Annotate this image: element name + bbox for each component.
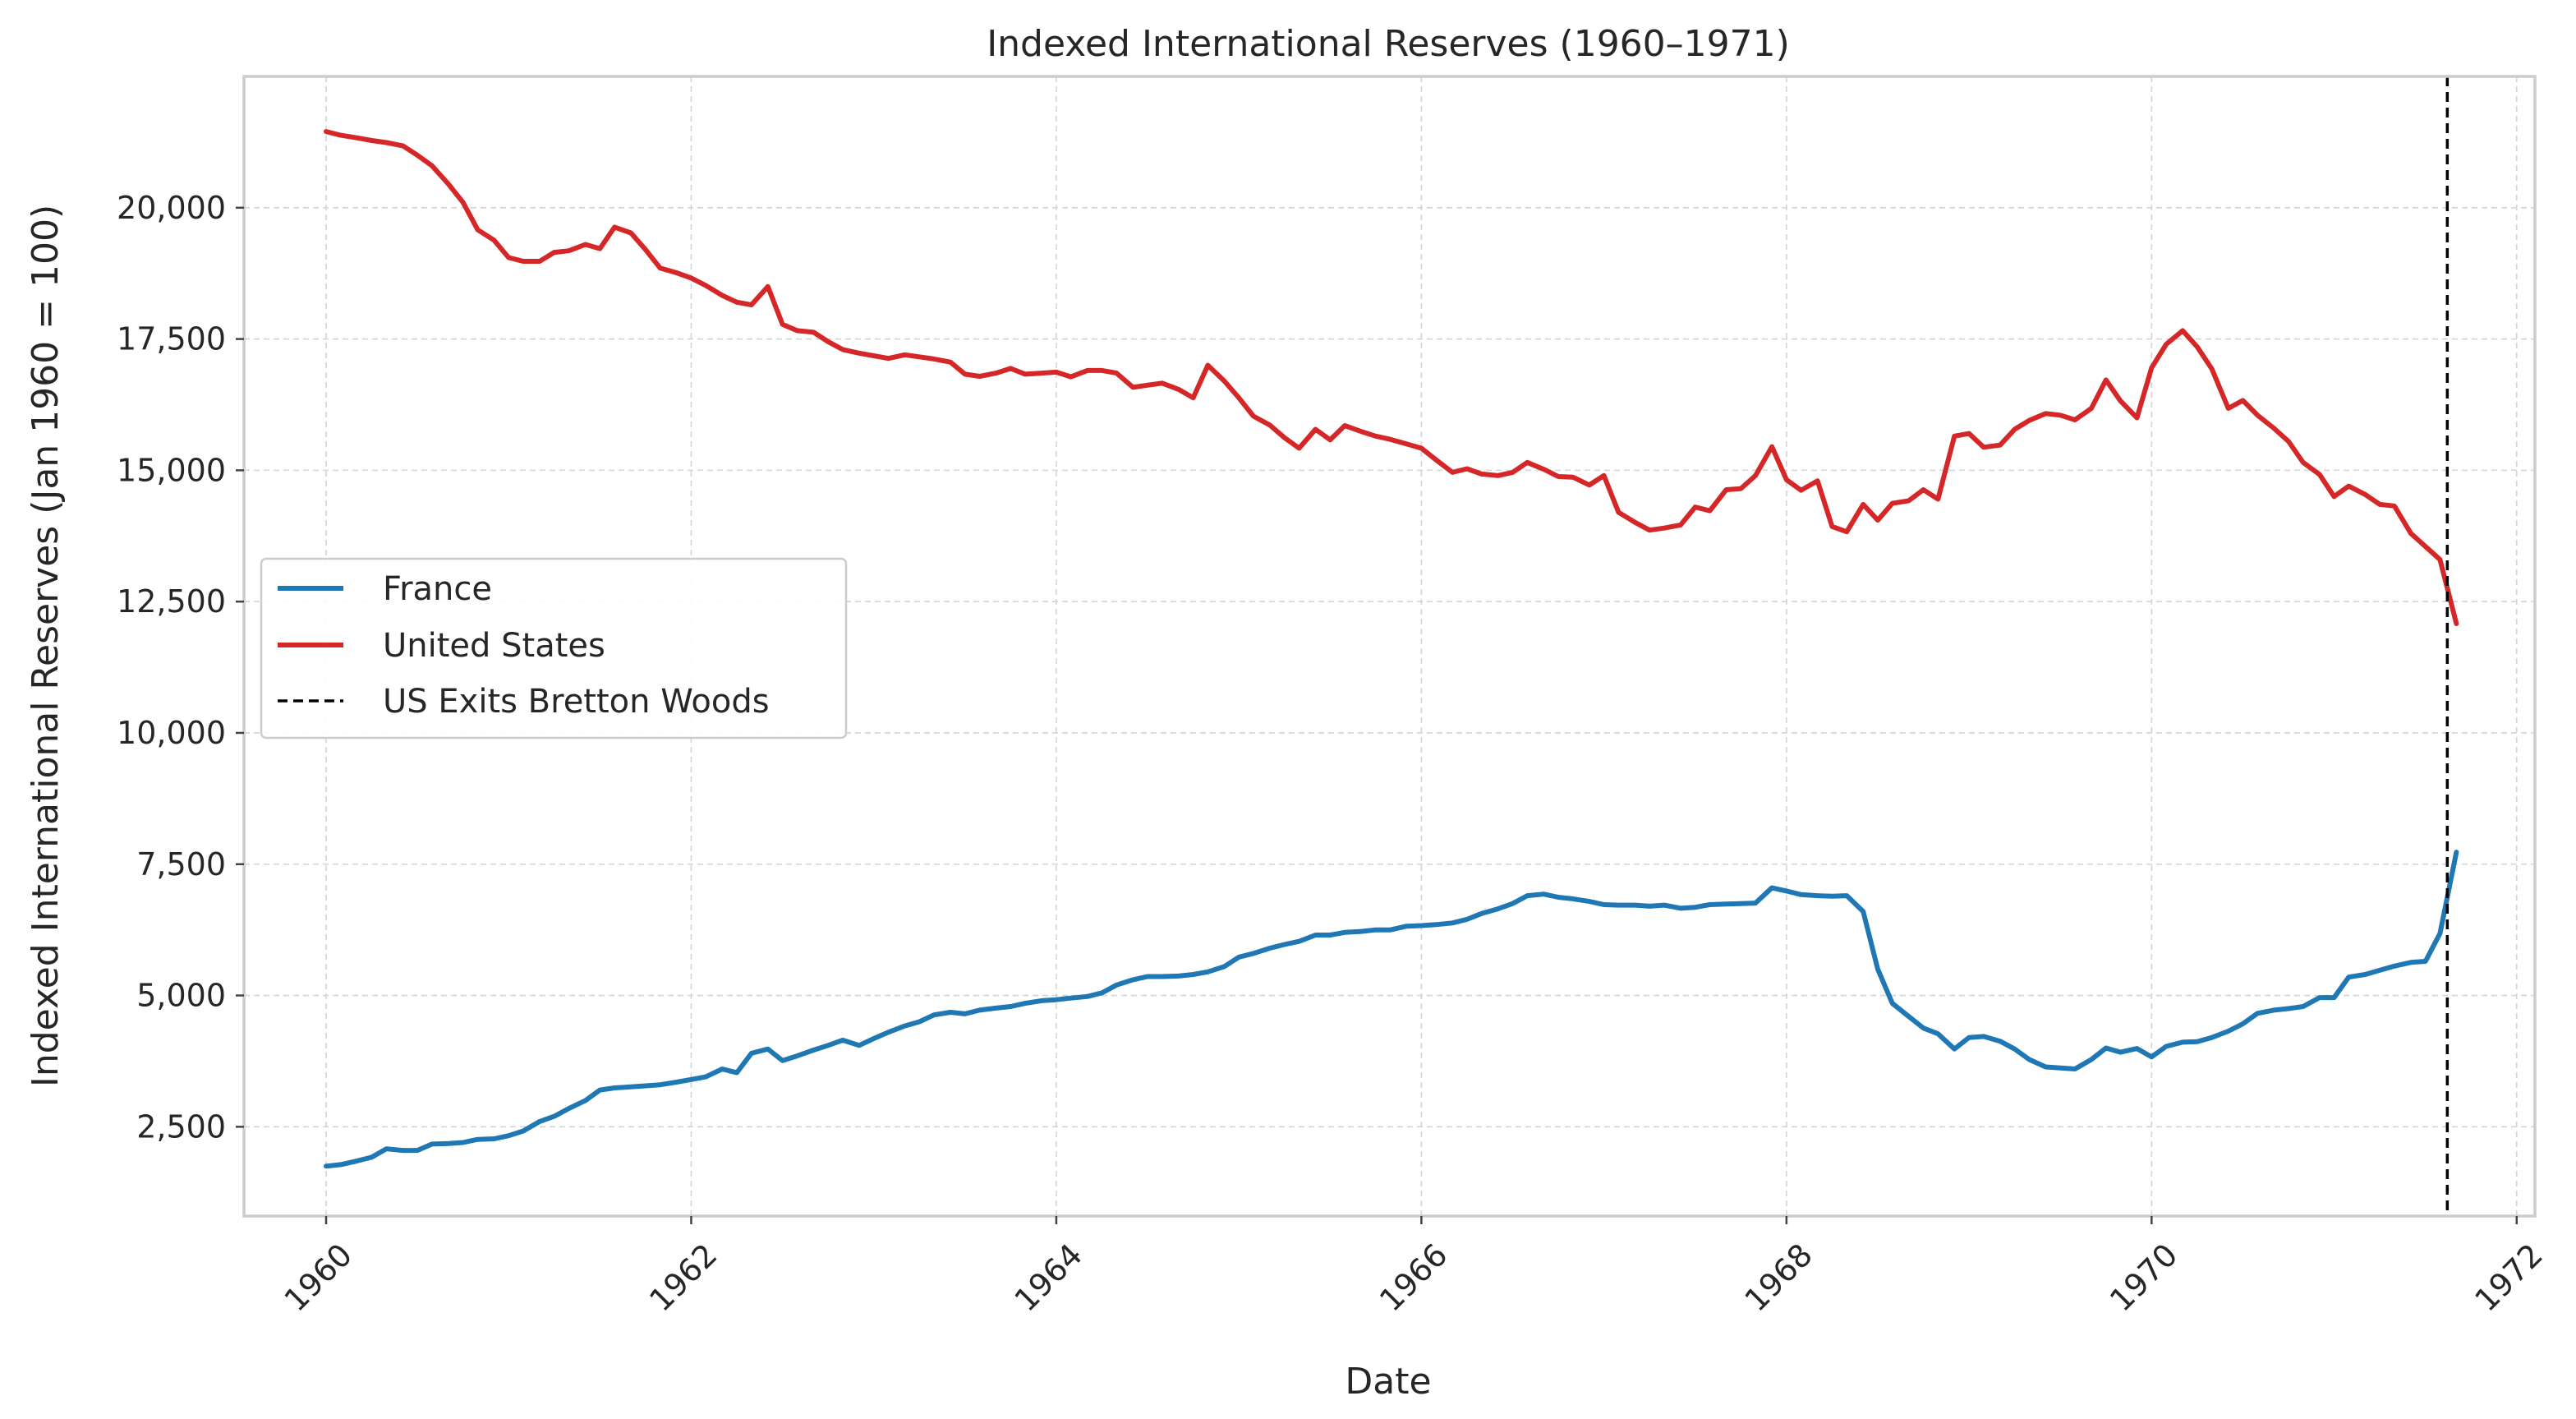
x-axis-ticks: 1960 1962 1964 1966 1968 1970 1972 [278, 1216, 2550, 1319]
x-tick-label: 1972 [2468, 1237, 2550, 1319]
x-tick-label: 1970 [2103, 1237, 2185, 1319]
legend-box [260, 557, 848, 739]
legend-label-bretton-woods: US Exits Bretton Woods [383, 683, 770, 721]
y-tick-label: 5,000 [136, 978, 226, 1014]
y-tick-label: 20,000 [117, 190, 226, 226]
series-line-united-states [324, 129, 2459, 626]
x-tick-label: 1960 [278, 1237, 360, 1319]
x-tick-label: 1966 [1373, 1237, 1455, 1319]
x-tick-label: 1968 [1738, 1237, 1820, 1319]
grid [244, 76, 2535, 1216]
x-tick-label: 1962 [642, 1237, 724, 1319]
chart-title: Indexed International Reserves (1960–197… [987, 23, 1790, 65]
series-line-france [324, 850, 2459, 1169]
plot-area-frame [242, 75, 2537, 1218]
legend-label-france: France [383, 570, 492, 608]
x-axis-title: Date [1345, 1361, 1431, 1403]
y-tick-label: 12,500 [117, 583, 226, 620]
legend: France United States US Exits Bretton Wo… [260, 557, 848, 739]
y-tick-label: 2,500 [136, 1108, 226, 1145]
y-tick-label: 15,000 [117, 452, 226, 488]
x-tick-label: 1964 [1008, 1237, 1090, 1319]
legend-label-united-states: United States [383, 627, 605, 665]
y-tick-label: 17,500 [117, 321, 226, 357]
y-tick-label: 7,500 [136, 846, 226, 882]
series-layer [324, 129, 2459, 1169]
y-tick-label: 10,000 [117, 715, 226, 751]
y-axis-ticks: 2,500 5,000 7,500 10,000 12,500 15,000 17,500 2… [117, 190, 244, 1145]
y-axis-title: Indexed International Reserves (Jan 1960… [25, 205, 67, 1087]
